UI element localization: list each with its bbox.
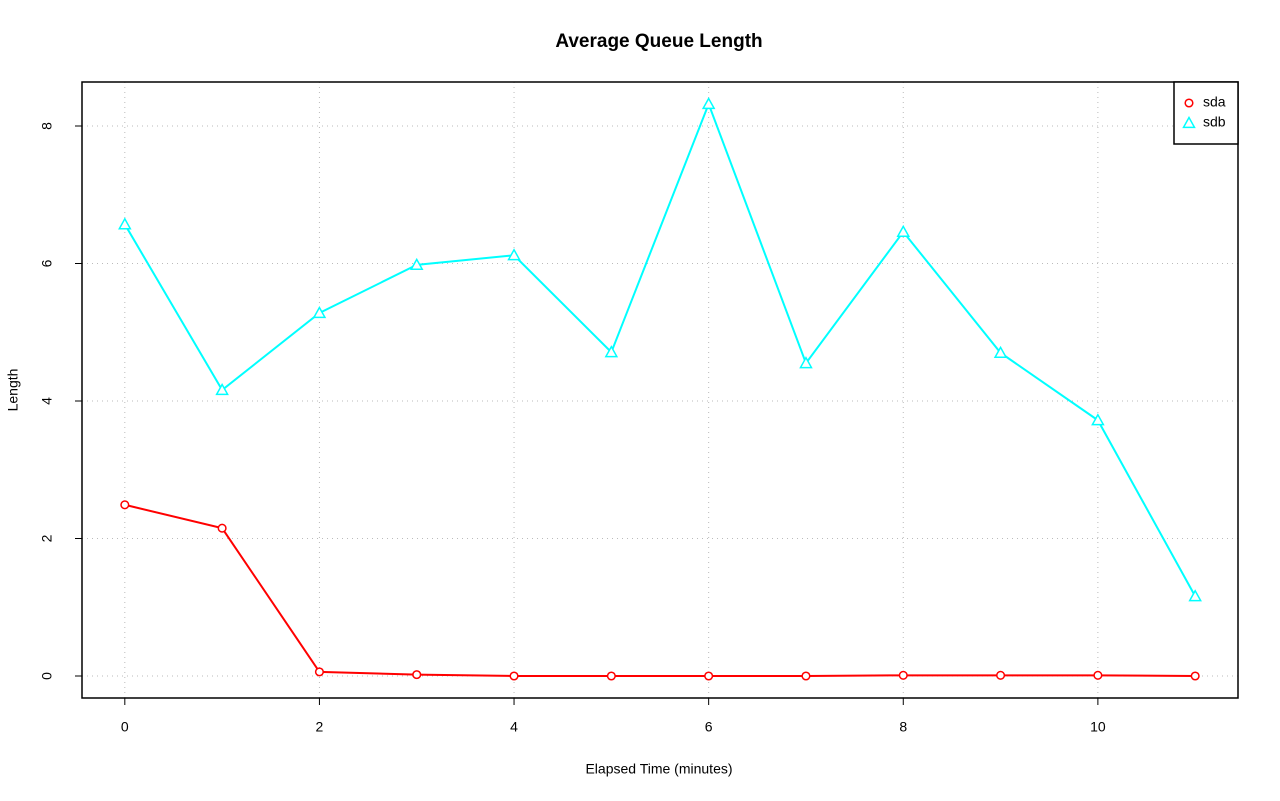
marker xyxy=(509,671,519,681)
marker xyxy=(993,345,1008,359)
x-tick-label: 8 xyxy=(899,719,907,735)
marker xyxy=(1091,413,1105,426)
series-line xyxy=(123,101,1197,597)
marker xyxy=(1093,670,1103,680)
marker xyxy=(604,345,619,358)
marker xyxy=(507,248,521,261)
marker xyxy=(120,500,130,510)
x-tick-label: 4 xyxy=(510,719,518,735)
marker xyxy=(1188,589,1202,602)
marker xyxy=(217,523,227,533)
plot-frame xyxy=(81,81,1239,699)
marker xyxy=(1190,671,1200,681)
x-tick-label: 6 xyxy=(705,719,713,735)
marker xyxy=(896,224,911,238)
legend-marker xyxy=(1182,115,1196,129)
legend-label: sda xyxy=(1203,94,1226,110)
marker xyxy=(312,305,327,319)
marker xyxy=(996,670,1006,680)
y-tick-label: 4 xyxy=(39,397,55,405)
legend-box xyxy=(1173,81,1239,145)
legend-marker xyxy=(1184,98,1194,108)
x-tick-label: 0 xyxy=(121,719,129,735)
y-tick-label: 2 xyxy=(39,534,55,542)
x-axis-label: Elapsed Time (minutes) xyxy=(585,761,732,777)
legend: sda sdb xyxy=(1173,81,1239,145)
y-tick-label: 6 xyxy=(39,259,55,267)
chart-title: Average Queue Length xyxy=(555,31,762,52)
y-axis-label: Length xyxy=(5,369,21,412)
marker xyxy=(118,217,132,230)
marker xyxy=(412,670,422,680)
y-tick-label: 8 xyxy=(39,122,55,130)
marker xyxy=(801,671,811,681)
marker xyxy=(701,96,716,110)
marker xyxy=(606,671,616,681)
x-tick-label: 10 xyxy=(1090,719,1106,735)
legend-label: sdb xyxy=(1203,114,1226,130)
marker xyxy=(898,670,908,680)
marker xyxy=(704,671,714,681)
marker xyxy=(215,382,229,396)
y-tick-label: 0 xyxy=(39,672,55,680)
marker xyxy=(409,257,424,271)
series-line xyxy=(124,503,1196,677)
x-tick-label: 2 xyxy=(316,719,324,735)
marker xyxy=(799,356,813,369)
marker xyxy=(314,667,324,677)
